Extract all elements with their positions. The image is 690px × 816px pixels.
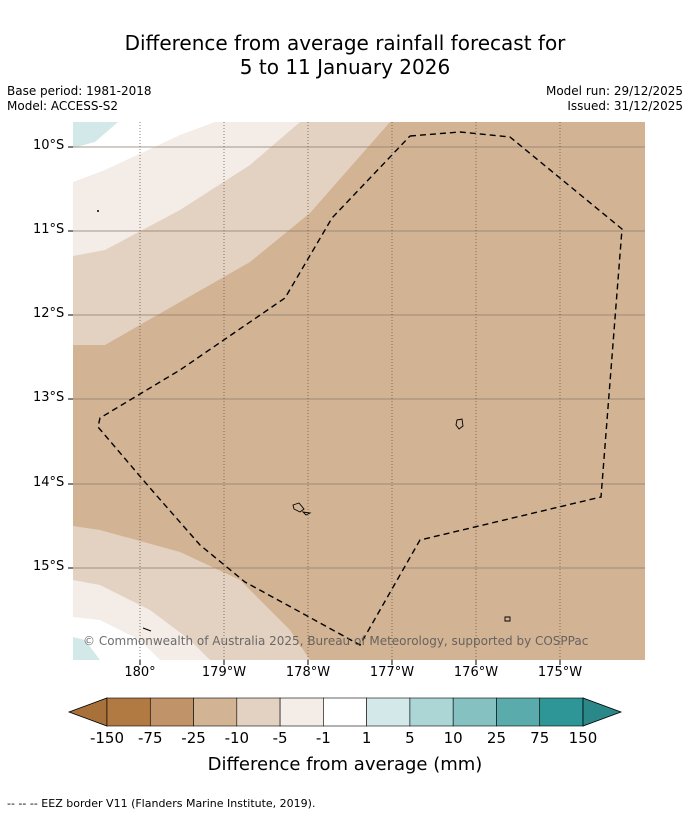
colorbar-segment [452,697,497,727]
island-west [292,502,305,513]
colorbar-segment [366,697,411,727]
colorbar-tick-label: 75 [530,729,550,747]
colorbar-tick-label: -150 [89,729,125,747]
issued-date: Issued: 31/12/2025 [567,99,683,113]
colorbar-segment [539,697,584,727]
colorbar-segment [496,697,541,727]
contour-band-plus1-nw [73,122,118,148]
colorbar-segment [193,697,238,727]
map-area [73,122,645,660]
copyright-notice: © Commonwealth of Australia 2025, Bureau… [83,634,589,648]
model-name: Model: ACCESS-S2 [7,99,119,113]
colorbar-segment [149,697,194,727]
colorbar-tick-label: 1 [361,729,372,747]
lon-label-176w: 176°W [453,665,499,680]
colorbar-tick-label: -10 [224,729,250,747]
colorbar-tick-label: -75 [138,729,163,747]
lat-label-13s: 13°S [33,390,65,405]
colorbar-segment [106,697,151,727]
contour-band-minus1 [73,122,215,182]
meta-right: Model run: 29/12/2025 Issued: 31/12/2025 [546,84,683,114]
lon-label-177w: 177°W [369,665,415,680]
colorbar-tick-label: 25 [486,729,506,747]
colorbar-extend-low [67,697,108,727]
meta-left: Base period: 1981-2018 Model: ACCESS-S2 [7,84,152,114]
island-east [455,418,464,430]
map-title-line2: 5 to 11 January 2026 [239,55,451,79]
colorbar-tick-label: -1 [315,729,331,747]
islet-sw [142,627,152,632]
map-title-line1: Difference from average rainfall forecas… [124,31,566,55]
base-period: Base period: 1981-2018 [7,84,152,98]
lon-label-180: 180° [124,665,156,680]
island-south [504,616,511,622]
lat-label-10s: 10°S [33,138,65,153]
tick-marks [68,146,561,665]
colorbar-title: Difference from average (mm) [207,754,483,775]
model-run: Model run: 29/12/2025 [545,84,683,98]
islet-nw [97,210,99,212]
lat-label-14s: 14°S [33,475,65,490]
colorbar-tick-label: 150 [568,729,598,747]
latitude-gridlines [73,146,645,569]
lat-label-12s: 12°S [33,306,65,321]
colorbar-segment [236,697,281,727]
lon-label-179w: 179°W [201,665,247,680]
lat-label-11s: 11°S [33,222,65,237]
colorbar-extend-high [582,697,623,727]
islet-west [301,511,312,516]
contour-band-minus1-sw [73,617,160,660]
eez-border [97,131,623,646]
colorbar-segment [323,697,367,727]
contour-band-plus1-sw [73,637,100,660]
colorbar-tick-label: -25 [181,729,206,747]
lon-label-178w: 178°W [285,665,331,680]
colorbar-tick-label: -5 [272,729,288,747]
colorbar-tick-label: 10 [443,729,463,747]
colorbar-segment [409,697,454,727]
colorbar-segment [279,697,324,727]
colorbar-tick-label: 5 [405,729,415,747]
lat-label-15s: 15°S [33,559,65,574]
lon-label-175w: 175°W [537,665,583,680]
eez-legend-note: -- -- -- EEZ border V11 (Flanders Marine… [7,797,316,810]
colorbar [67,697,623,727]
